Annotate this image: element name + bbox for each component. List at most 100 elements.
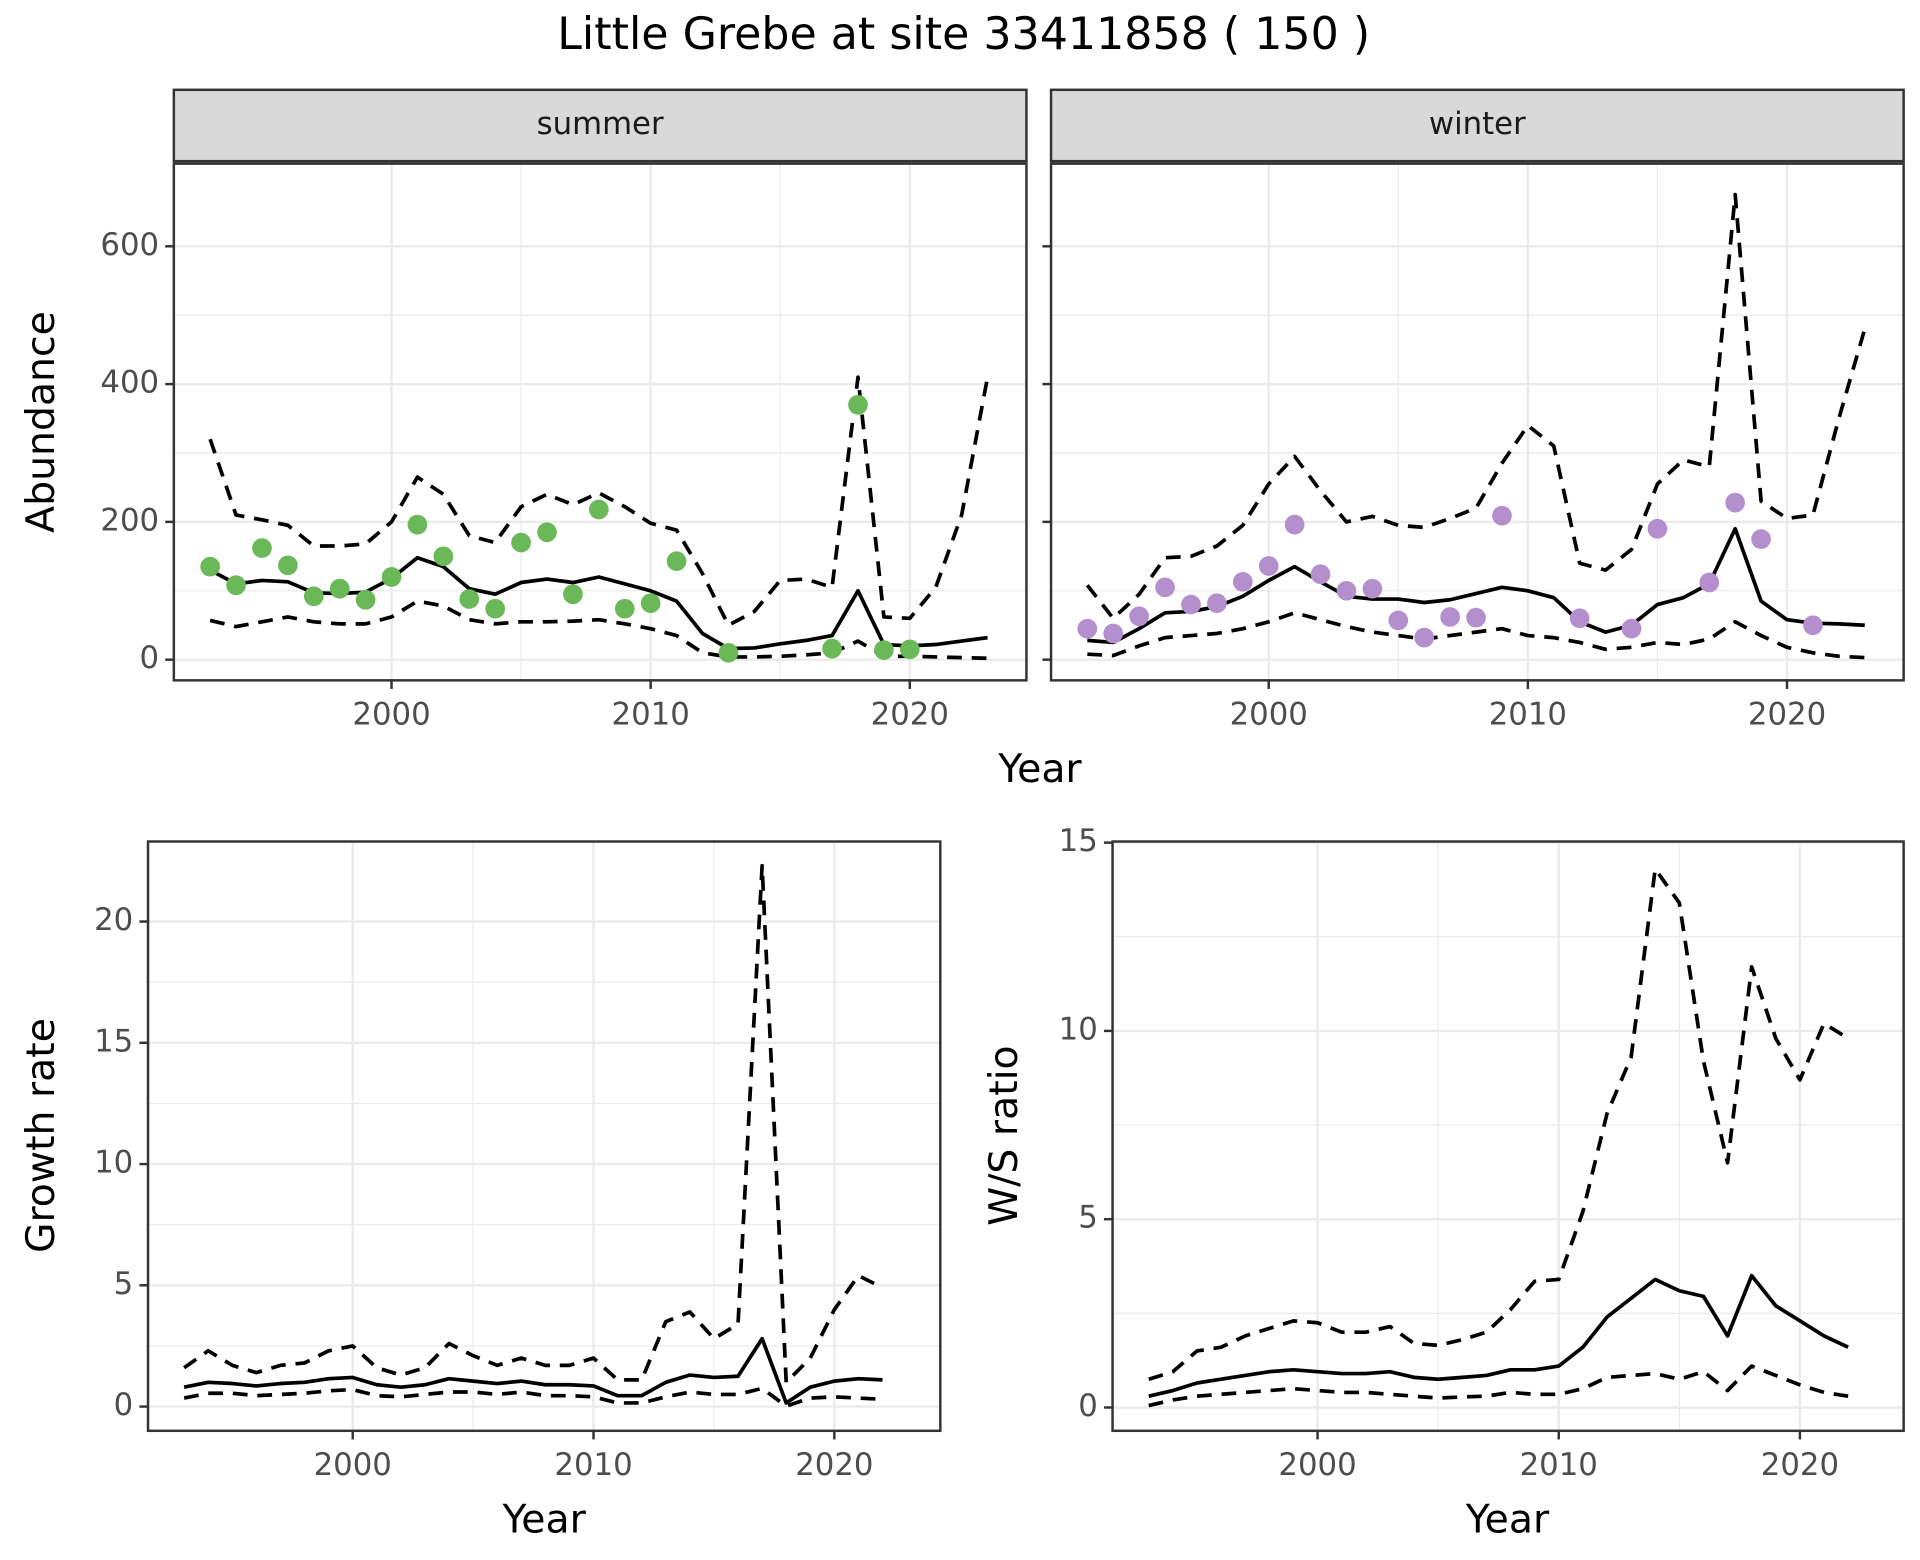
data-point <box>1466 607 1486 628</box>
interval-line <box>1087 610 1865 660</box>
data-point <box>1440 607 1460 627</box>
interval-line <box>1148 867 1850 1381</box>
figure-title: Little Grebe at site 33411858 ( 150 ) <box>557 9 1370 60</box>
data-point <box>1699 572 1720 593</box>
x-axis-label: Year <box>1465 1496 1550 1542</box>
data-point <box>1336 580 1357 601</box>
data-point <box>200 556 220 577</box>
data-point <box>511 532 531 553</box>
x-tick-label: 2000 <box>352 697 430 733</box>
y-axis-label: Abundance <box>18 311 64 533</box>
x-axis-label: Year <box>997 746 1082 792</box>
data-point <box>848 394 868 415</box>
data-point <box>252 538 272 558</box>
data-point <box>666 551 687 571</box>
y-axis-label: Growth rate <box>18 1018 64 1253</box>
data-point <box>1414 627 1435 648</box>
data-point <box>1751 529 1771 549</box>
data-point <box>1803 615 1823 636</box>
panel-border <box>1111 840 1905 1433</box>
interval-line <box>1085 192 1867 621</box>
x-tick-label: 2020 <box>871 697 949 733</box>
y-tick-label: 5 <box>1078 1200 1098 1236</box>
y-tick-label: 200 <box>100 502 159 538</box>
data-point <box>1647 518 1668 539</box>
y-tick-label: 15 <box>1059 823 1098 859</box>
data-point <box>278 555 298 576</box>
panel-background <box>148 841 941 1431</box>
data-point <box>433 546 454 567</box>
data-point <box>1621 618 1642 639</box>
data-point <box>1232 571 1253 592</box>
data-point <box>329 578 350 599</box>
strip-background <box>1049 88 1905 163</box>
panel-background <box>173 163 1027 681</box>
y-tick-label: 0 <box>140 640 160 676</box>
x-tick-label: 2010 <box>554 1447 632 1483</box>
interval-line <box>1148 1364 1849 1408</box>
y-tick-label: 0 <box>1078 1388 1098 1424</box>
data-point <box>1284 514 1305 535</box>
data-point <box>614 598 635 619</box>
data-point <box>589 499 609 520</box>
y-tick-label: 5 <box>114 1266 134 1302</box>
interval-line <box>209 599 988 661</box>
data-point <box>1181 594 1201 615</box>
strip-background <box>172 88 1028 163</box>
data-point <box>226 575 246 596</box>
data-point <box>537 522 557 543</box>
data-point <box>1155 577 1175 598</box>
x-tick-label: 2020 <box>1761 1447 1839 1483</box>
panel-background <box>1051 163 1904 681</box>
data-point <box>1725 492 1746 513</box>
x-tick-label: 2000 <box>314 1447 392 1483</box>
data-point <box>822 638 842 659</box>
data-point <box>303 586 324 607</box>
panel-border <box>1049 162 1905 682</box>
data-point <box>1258 556 1279 576</box>
y-axis-label: W/S ratio <box>981 1045 1027 1225</box>
y-tick-label: 10 <box>94 1145 133 1181</box>
strip-label: summer <box>537 106 664 142</box>
data-point <box>407 514 428 535</box>
data-point <box>1207 593 1227 614</box>
data-point <box>1310 564 1331 585</box>
data-point <box>485 598 506 619</box>
strip-label: winter <box>1429 106 1526 142</box>
panel-border <box>146 840 942 1433</box>
data-point <box>899 639 920 660</box>
data-point <box>355 589 376 610</box>
data-point <box>563 584 583 605</box>
data-point <box>718 642 739 663</box>
interval-line <box>183 863 884 1385</box>
x-tick-label: 2000 <box>1278 1447 1356 1483</box>
x-tick-label: 2020 <box>1748 697 1826 733</box>
y-tick-label: 20 <box>94 902 133 938</box>
y-tick-label: 400 <box>100 365 159 401</box>
data-point <box>1129 606 1149 627</box>
data-point <box>459 589 480 609</box>
data-point <box>640 593 661 614</box>
data-point <box>381 567 402 587</box>
y-tick-label: 600 <box>100 227 159 263</box>
data-point <box>874 640 894 660</box>
data-point <box>1492 505 1512 526</box>
data-point <box>1103 623 1124 644</box>
data-point <box>1569 608 1590 629</box>
y-tick-label: 10 <box>1059 1011 1098 1047</box>
x-tick-label: 2000 <box>1230 697 1308 733</box>
data-point <box>1362 578 1383 599</box>
y-tick-label: 15 <box>94 1023 133 1059</box>
interval-line <box>208 375 990 628</box>
data-point <box>1388 610 1409 631</box>
x-tick-label: 2020 <box>795 1447 873 1483</box>
panel-background <box>1112 841 1904 1431</box>
x-axis-label: Year <box>501 1496 586 1542</box>
x-tick-label: 2010 <box>1489 697 1567 733</box>
interval-line <box>183 1386 883 1408</box>
y-tick-label: 0 <box>114 1387 134 1423</box>
panel-border <box>172 162 1028 682</box>
fit-line <box>183 1336 883 1405</box>
